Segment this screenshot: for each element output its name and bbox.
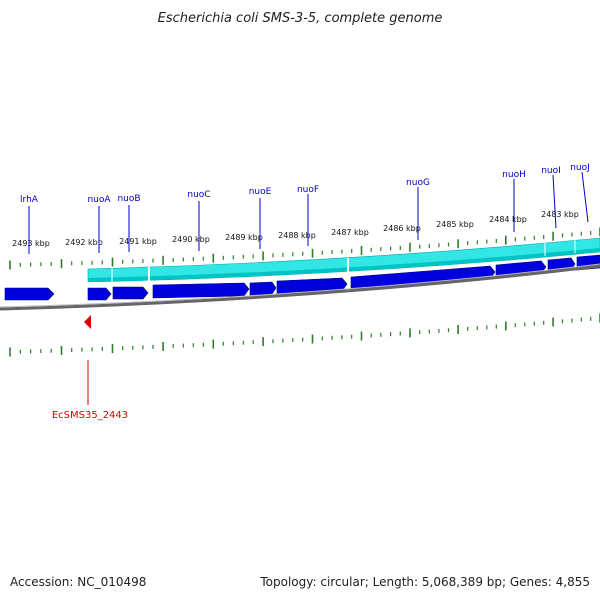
kbp-label: 2485 kbp: [436, 220, 474, 229]
gene-label[interactable]: nuoI: [541, 166, 561, 176]
gene-arrow[interactable]: [152, 282, 250, 299]
cds-band: [87, 237, 600, 283]
gene-label[interactable]: nuoF: [297, 185, 319, 195]
outer-tick-row: [9, 227, 600, 270]
genome-backbone: [0, 264, 600, 311]
gene-arrow[interactable]: [249, 281, 277, 296]
kbp-label: 2490 kbp: [172, 235, 210, 244]
gene-label[interactable]: nuoA: [87, 195, 111, 205]
kbp-label: 2486 kbp: [383, 224, 421, 233]
gene-label[interactable]: nuoB: [117, 194, 140, 204]
gene-leader-line: [581, 171, 589, 223]
genome-backbone-highlight: [0, 263, 600, 308]
accession-text: Accession: NC_010498: [10, 575, 146, 589]
kbp-label: 2489 kbp: [225, 233, 263, 242]
kbp-label: 2487 kbp: [331, 228, 369, 237]
gene-arrow[interactable]: [4, 287, 55, 301]
gene-label[interactable]: lrhA: [20, 195, 39, 205]
kbp-label: 2484 kbp: [489, 215, 527, 224]
gene-leader-line: [552, 174, 557, 229]
map-title: Escherichia coli SMS-3-5, complete genom…: [158, 11, 443, 26]
gene-label[interactable]: nuoJ: [570, 163, 590, 173]
kbp-label: 2491 kbp: [119, 237, 157, 246]
kbp-label: 2483 kbp: [541, 210, 579, 219]
gene-arrow[interactable]: [87, 287, 112, 301]
gene-label[interactable]: nuoG: [406, 178, 430, 188]
kbp-scale-labels: 2493 kbp 2492 kbp 2491 kbp 2490 kbp 2489…: [12, 210, 579, 248]
gene-label[interactable]: nuoH: [502, 170, 526, 180]
cds-band-edge: [88, 248, 600, 282]
kbp-label: 2488 kbp: [278, 231, 316, 240]
genome-summary-text: Topology: circular; Length: 5,068,389 bp…: [259, 575, 590, 589]
red-triangle-marker-icon[interactable]: [84, 315, 91, 329]
kbp-label: 2493 kbp: [12, 239, 50, 248]
gene-label[interactable]: nuoC: [187, 190, 210, 200]
gene-arrow[interactable]: [112, 286, 149, 300]
kbp-label: 2492 kbp: [65, 238, 103, 247]
gene-label[interactable]: nuoE: [249, 187, 272, 197]
feature-label[interactable]: EcSMS35_2443: [52, 410, 128, 421]
gene-labels: lrhA nuoA nuoB nuoC nuoE nuoF nuoG nuoH …: [20, 163, 590, 254]
inner-tick-row: [9, 313, 600, 357]
gene-arrows: [4, 254, 600, 301]
